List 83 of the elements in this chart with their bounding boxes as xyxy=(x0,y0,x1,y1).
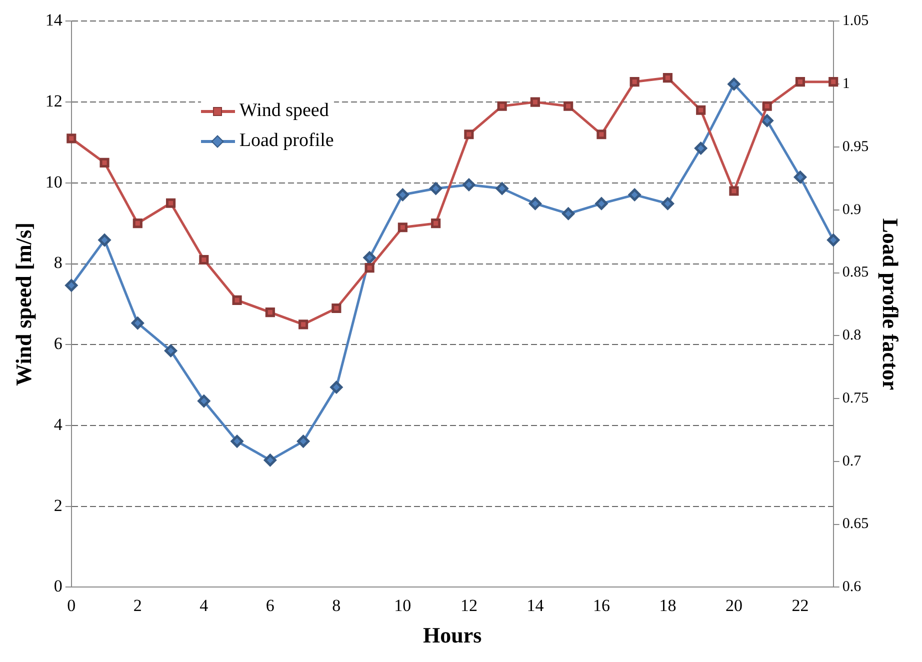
point xyxy=(528,197,542,210)
point xyxy=(98,234,111,246)
point xyxy=(65,279,78,292)
y-tick-label: 2 xyxy=(54,496,62,515)
x-tick-label: 14 xyxy=(526,596,544,615)
point xyxy=(828,77,838,87)
y-tick-label: 12 xyxy=(45,92,62,111)
point xyxy=(396,188,409,202)
x-tick-label: 4 xyxy=(200,596,209,615)
y-tick-label: 10 xyxy=(45,172,62,192)
x-tick-label: 10 xyxy=(394,596,412,615)
point xyxy=(630,77,640,87)
point xyxy=(230,435,244,448)
point xyxy=(132,218,142,228)
point xyxy=(794,170,806,184)
y2-tick-label: 0.6 xyxy=(842,579,862,596)
point xyxy=(332,303,342,314)
point xyxy=(398,222,408,232)
y-tick-label: 0 xyxy=(54,576,62,596)
point xyxy=(330,380,343,394)
x-tick-label: 18 xyxy=(659,596,676,615)
point xyxy=(430,182,442,195)
x-tick-label: 2 xyxy=(133,596,142,615)
point xyxy=(232,295,242,305)
y2-tick-label: 1 xyxy=(842,76,850,92)
x-tick-label: 8 xyxy=(332,596,341,615)
y2-tick-label: 0.75 xyxy=(842,390,869,406)
point xyxy=(662,73,672,83)
point xyxy=(298,320,308,330)
x-tick-label: 22 xyxy=(792,596,809,615)
point xyxy=(497,101,507,111)
point xyxy=(265,308,275,318)
point xyxy=(661,197,674,210)
x-axis-title: Hours xyxy=(423,622,482,648)
point xyxy=(728,78,740,90)
point xyxy=(530,97,540,107)
point xyxy=(827,234,840,246)
point xyxy=(431,218,441,228)
point xyxy=(562,207,575,220)
point xyxy=(131,316,144,330)
y2-tick-label: 0.9 xyxy=(842,202,862,218)
y2-tick-label: 0.85 xyxy=(842,264,869,281)
point xyxy=(100,158,110,168)
point xyxy=(264,454,276,466)
point xyxy=(464,130,474,140)
point xyxy=(199,254,209,265)
point xyxy=(696,105,706,115)
y2-tick-label: 0.65 xyxy=(842,516,869,532)
y-tick-label: 4 xyxy=(54,414,63,434)
legend-label: Load profile xyxy=(239,129,334,154)
y2-axis-title: Load profle factor xyxy=(878,218,904,390)
point xyxy=(496,182,508,195)
point xyxy=(762,101,772,111)
point xyxy=(363,251,376,264)
x-tick-label: 12 xyxy=(460,596,478,615)
point xyxy=(596,130,606,140)
point xyxy=(795,77,806,87)
point xyxy=(364,263,374,273)
point xyxy=(164,344,178,357)
y-tick-label: 6 xyxy=(54,334,62,354)
point xyxy=(595,197,608,210)
point xyxy=(760,114,774,127)
y-tick-label: 14 xyxy=(45,10,63,30)
y-tick-label: 8 xyxy=(54,253,62,272)
point xyxy=(297,435,310,448)
x-tick-label: 16 xyxy=(592,596,610,615)
x-tick-label: 6 xyxy=(266,596,274,615)
y2-tick-label: 0.8 xyxy=(842,328,862,344)
y2-tick-label: 1.05 xyxy=(842,13,869,30)
point xyxy=(166,198,176,208)
point xyxy=(628,188,641,202)
x-tick-label: 0 xyxy=(67,596,76,615)
legend-label: Wind speed xyxy=(239,99,329,124)
point xyxy=(66,134,76,144)
y-axis-title: Wind speed [m/s] xyxy=(10,222,36,386)
point xyxy=(564,101,574,111)
point xyxy=(462,178,476,191)
point xyxy=(729,186,739,196)
point xyxy=(198,394,210,408)
y2-tick-label: 0.95 xyxy=(842,138,869,155)
y2-tick-label: 0.7 xyxy=(842,453,862,470)
x-tick-label: 20 xyxy=(725,596,742,615)
point xyxy=(694,142,708,154)
